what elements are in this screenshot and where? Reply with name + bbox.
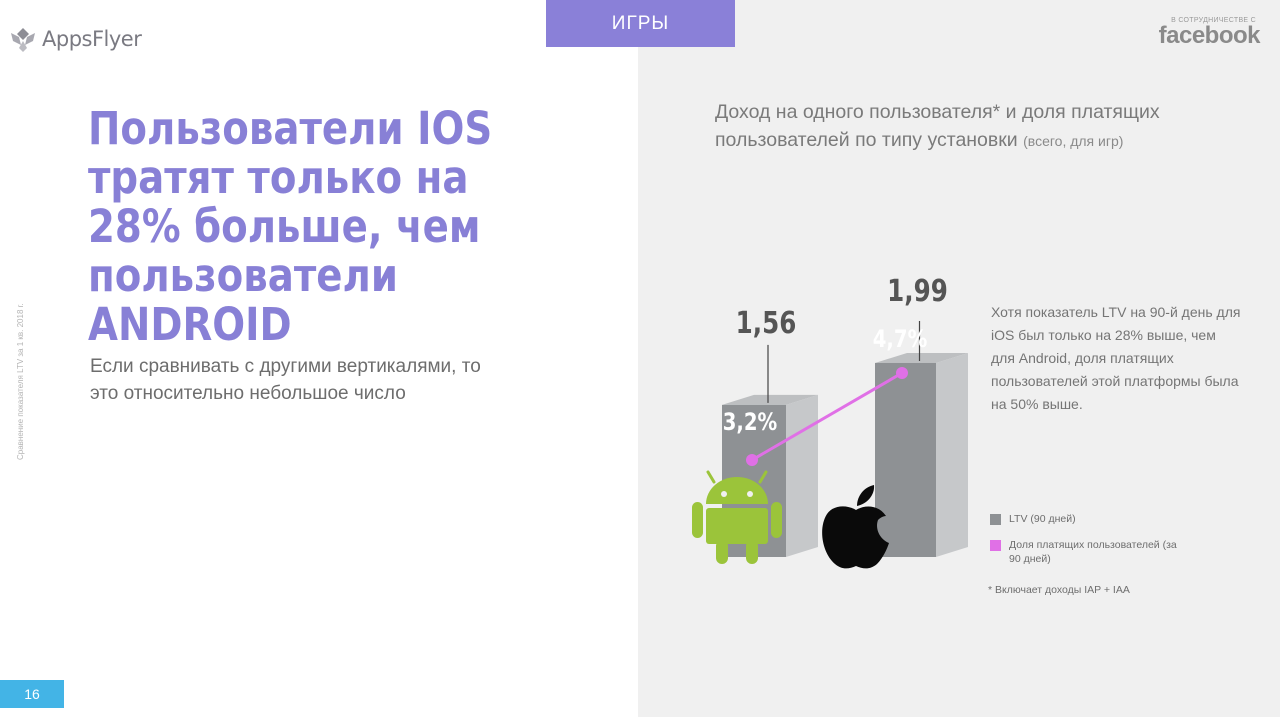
android-icon: [692, 470, 782, 564]
bar-ios-side: [936, 352, 968, 557]
subtext: Если сравнивать с другими вертикалями, т…: [90, 356, 481, 404]
paying-share-point-ios: [896, 367, 908, 379]
bar-android-value-label: 1,56: [736, 307, 797, 341]
bar-ios-value-label: 1,99: [887, 275, 948, 309]
partner-note: В СОТРУДНИЧЕСТВЕ С: [1171, 17, 1256, 24]
apple-icon: [822, 485, 889, 569]
paying-share-label-android: 3,2%: [723, 409, 778, 436]
facebook-logo: facebook: [1158, 22, 1261, 49]
side-note: Сравнение показателя LTV за 1 кв. 2018 г…: [16, 303, 25, 460]
chart-legend: LTV (90 дней) Доля платящих пользователе…: [990, 512, 1179, 578]
chart-title-qualifier: (всего, для игр): [1023, 133, 1124, 149]
paying-share-point-android: [746, 454, 758, 466]
paying-share-line: [751, 371, 903, 462]
footnote: * Включает доходы IAP + IAA: [988, 584, 1130, 596]
legend-item-ltv: LTV (90 дней): [990, 512, 1179, 526]
headline-line: пользователи ANDROID: [88, 249, 398, 351]
appsflyer-bird-icon: [11, 28, 35, 52]
headline-line: тратят только на: [88, 151, 469, 204]
category-tab[interactable]: ИГРЫ: [546, 0, 735, 47]
appsflyer-logo[interactable]: AppsFlyer: [8, 24, 142, 54]
chart-title: Доход на одного пользователя* и доля пла…: [715, 98, 1255, 155]
ltv-chart: 1,56 1,99 3,2% 4,7%: [692, 275, 968, 569]
legend-swatch-paying-share: [990, 540, 1001, 551]
legend-item-paying-share: Доля платящих пользователей (за 90 дней): [990, 538, 1179, 566]
bar-ios-front: [875, 362, 936, 557]
brand-name: AppsFlyer: [42, 27, 142, 51]
headline-line: Пользователи IOS: [88, 102, 493, 155]
legend-label-ltv: LTV (90 дней): [1009, 513, 1076, 525]
paying-share-label-ios: 4,7%: [873, 326, 928, 353]
headline: Пользователи IOS тратят только на 28% бо…: [88, 104, 570, 349]
headline-line: 28% больше, чем: [88, 200, 481, 253]
bar-ios-top: [875, 352, 968, 363]
partner-block: В СОТРУДНИЧЕСТВЕ С facebook: [1158, 17, 1261, 49]
legend-label-paying-share: Доля платящих пользователей (за 90 дней): [1009, 539, 1177, 565]
bar-android-side: [786, 394, 818, 557]
legend-swatch-ltv: [990, 514, 1001, 525]
chart-description: Хотя показатель LTV на 90-й день для iOS…: [991, 304, 1241, 412]
page-number: 16: [0, 680, 64, 708]
bar-ios: [875, 352, 968, 557]
chart-title-main: Доход на одного пользователя* и доля пла…: [715, 101, 1160, 151]
